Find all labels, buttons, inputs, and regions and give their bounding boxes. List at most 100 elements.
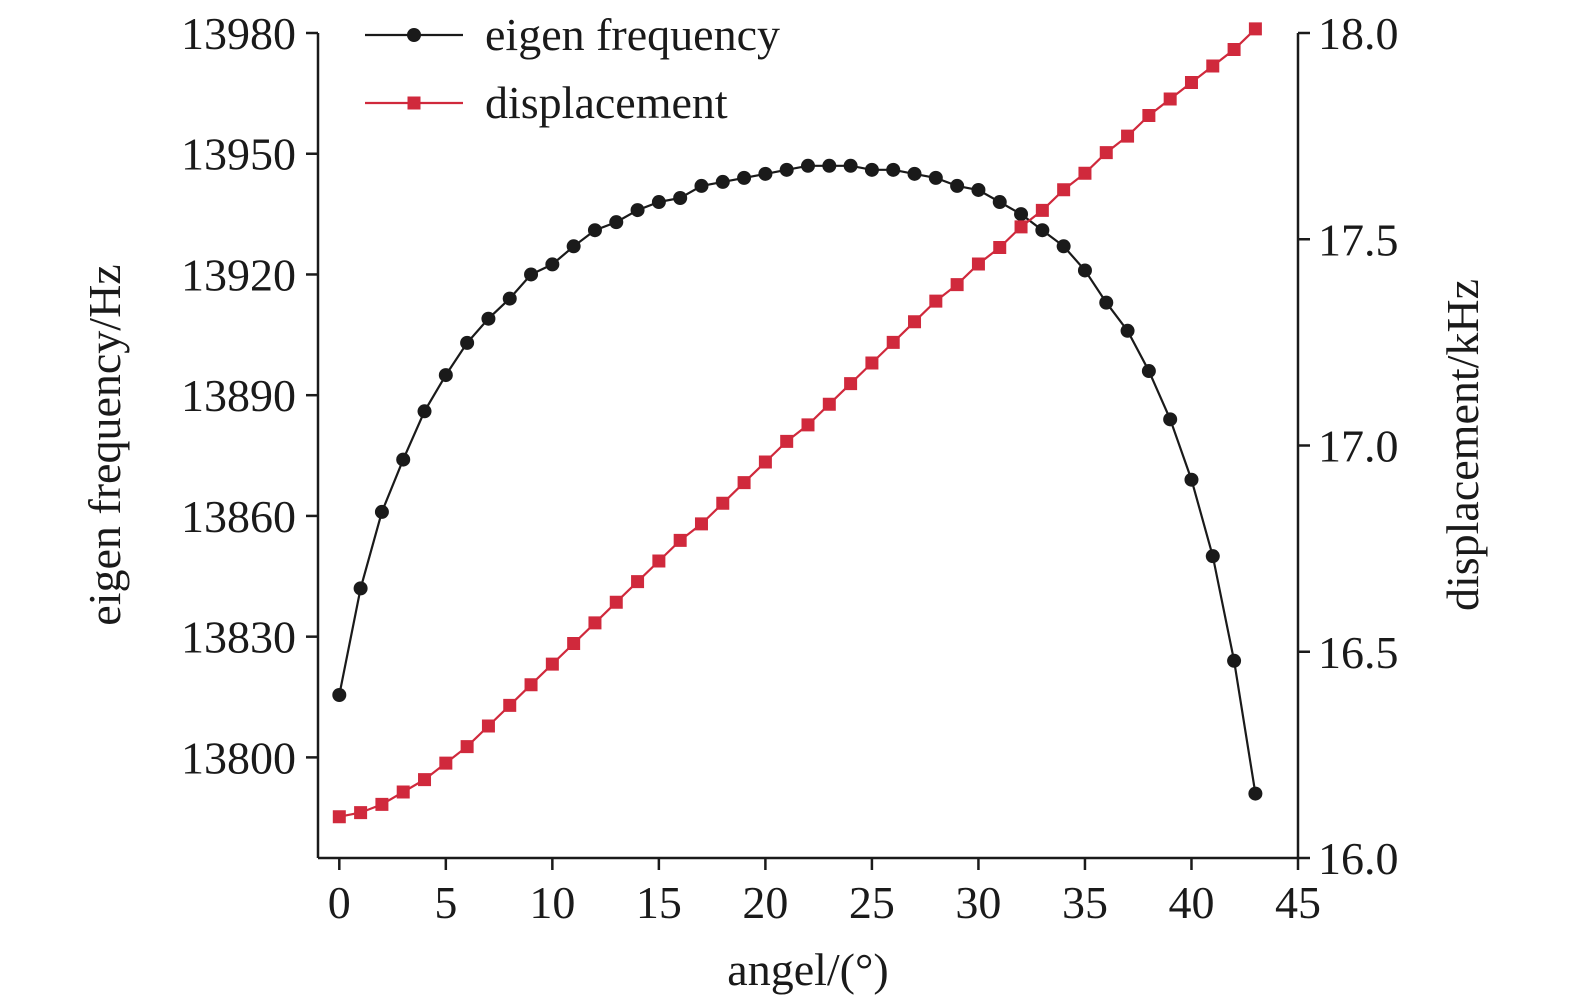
data-point bbox=[908, 315, 922, 329]
x-tick-label: 10 bbox=[529, 877, 575, 928]
data-point bbox=[694, 178, 709, 193]
x-tick-label: 40 bbox=[1168, 877, 1214, 928]
data-point bbox=[993, 241, 1007, 254]
data-point bbox=[950, 178, 965, 193]
x-tick-label: 0 bbox=[328, 877, 351, 928]
data-point bbox=[1099, 146, 1113, 160]
data-point bbox=[1035, 223, 1050, 238]
x-tick-label: 20 bbox=[742, 877, 788, 928]
y-left-axis-title: eigen frequency/Hz bbox=[79, 264, 130, 625]
data-point bbox=[460, 335, 475, 350]
data-point bbox=[1142, 109, 1156, 122]
data-point bbox=[1163, 92, 1177, 106]
data-point bbox=[1184, 472, 1199, 487]
data-point bbox=[1078, 166, 1092, 180]
data-point bbox=[1227, 43, 1241, 56]
y-left-tick-label: 13950 bbox=[181, 129, 296, 180]
x-tick-label: 45 bbox=[1275, 877, 1321, 928]
data-point bbox=[1057, 183, 1071, 197]
data-point bbox=[630, 203, 645, 218]
axes: 0 5 10 15 20 25 30 35 40 45 13800 13830 13860 13890 13… bbox=[181, 8, 1399, 928]
data-point bbox=[779, 162, 794, 177]
data-point bbox=[1121, 129, 1135, 143]
data-point bbox=[844, 377, 858, 391]
data-point bbox=[375, 797, 389, 811]
y-right-tick-label: 16.5 bbox=[1318, 627, 1399, 678]
data-point bbox=[822, 397, 836, 411]
data-point bbox=[822, 158, 837, 173]
data-point bbox=[439, 756, 453, 770]
data-point bbox=[588, 616, 602, 630]
legend-label: displacement bbox=[485, 77, 728, 128]
data-point bbox=[758, 455, 772, 469]
data-point bbox=[1206, 59, 1220, 73]
series-line bbox=[338, 164, 1257, 794]
data-point bbox=[567, 637, 581, 650]
x-tick-label: 15 bbox=[636, 877, 682, 928]
y-right-tick-label: 16.0 bbox=[1318, 833, 1399, 884]
series-displacement bbox=[332, 22, 1262, 824]
data-point bbox=[843, 158, 858, 173]
x-tick-label: 30 bbox=[955, 877, 1001, 928]
data-point bbox=[332, 688, 347, 703]
data-point bbox=[886, 335, 900, 349]
data-point bbox=[864, 162, 879, 177]
data-point bbox=[651, 195, 666, 210]
data-point bbox=[524, 678, 538, 692]
data-point bbox=[609, 215, 624, 230]
series-line bbox=[339, 28, 1257, 818]
data-point bbox=[1248, 22, 1262, 36]
data-point bbox=[1056, 239, 1071, 254]
legend-marker bbox=[407, 96, 421, 110]
data-point bbox=[673, 191, 688, 205]
x-axis-title: angel/(°) bbox=[727, 944, 888, 995]
series-eigen-frequency bbox=[332, 158, 1263, 801]
data-point bbox=[929, 294, 943, 308]
y-left-tick-label: 13920 bbox=[181, 249, 296, 300]
data-point bbox=[737, 170, 752, 185]
legend-marker bbox=[407, 28, 421, 42]
data-point bbox=[417, 404, 432, 419]
data-point bbox=[1035, 203, 1049, 217]
data-point bbox=[694, 517, 708, 531]
data-point bbox=[354, 806, 368, 820]
y-right-axis-title: displacement/kHz bbox=[1437, 279, 1488, 611]
legend-label: eigen frequency bbox=[485, 9, 780, 60]
y-right-tick-label: 17.0 bbox=[1318, 421, 1399, 472]
y-left-tick-label: 13980 bbox=[181, 8, 296, 59]
data-point bbox=[971, 257, 985, 271]
data-point bbox=[353, 581, 368, 596]
x-tick-label: 35 bbox=[1062, 877, 1108, 928]
legend-item: eigen frequency bbox=[365, 9, 780, 60]
data-point bbox=[865, 356, 879, 370]
data-point bbox=[332, 810, 346, 824]
y-right-tick-label: 18.0 bbox=[1318, 8, 1399, 59]
data-point bbox=[737, 476, 751, 490]
data-point bbox=[460, 740, 474, 754]
data-point bbox=[566, 239, 581, 254]
data-point bbox=[715, 174, 730, 189]
data-point bbox=[545, 657, 559, 671]
data-point bbox=[1014, 207, 1029, 222]
data-point bbox=[524, 267, 539, 282]
legend-item: displacement bbox=[365, 77, 728, 128]
data-point bbox=[1120, 323, 1135, 338]
data-point bbox=[1099, 295, 1114, 310]
data-point bbox=[481, 719, 495, 733]
data-point bbox=[587, 223, 602, 238]
data-point bbox=[928, 170, 943, 185]
y-right-tick-label: 17.5 bbox=[1318, 214, 1399, 265]
data-point bbox=[503, 698, 517, 712]
data-point bbox=[758, 166, 773, 181]
series-layer bbox=[332, 22, 1263, 824]
data-point bbox=[502, 291, 517, 306]
data-point bbox=[673, 533, 687, 547]
x-tick-label: 25 bbox=[849, 877, 895, 928]
data-point bbox=[1184, 76, 1198, 89]
y-left-tick-label: 13860 bbox=[181, 491, 296, 542]
data-point bbox=[801, 418, 815, 432]
data-point bbox=[971, 182, 986, 197]
data-point bbox=[1141, 364, 1156, 379]
data-point bbox=[374, 504, 389, 519]
